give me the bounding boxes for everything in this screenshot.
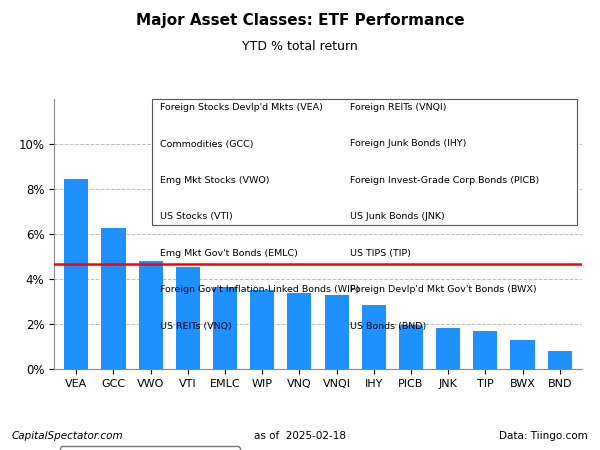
Text: US Stocks (VTI): US Stocks (VTI) (160, 212, 232, 221)
Text: Foreign Invest-Grade Corp Bonds (PICB): Foreign Invest-Grade Corp Bonds (PICB) (350, 176, 539, 185)
Bar (250, 290, 274, 369)
Bar (287, 293, 311, 369)
FancyBboxPatch shape (152, 99, 577, 225)
Text: Foreign Devlp'd Mkt Gov't Bonds (BWX): Foreign Devlp'd Mkt Gov't Bonds (BWX) (350, 285, 536, 294)
Bar (213, 287, 237, 369)
Bar (325, 295, 349, 369)
Text: Foreign Junk Bonds (IHY): Foreign Junk Bonds (IHY) (350, 140, 466, 148)
Text: US Junk Bonds (JNK): US Junk Bonds (JNK) (350, 212, 445, 221)
Text: US Bonds (BND): US Bonds (BND) (350, 322, 426, 331)
Text: Major Asset Classes: ETF Performance: Major Asset Classes: ETF Performance (136, 14, 464, 28)
Text: Emg Mkt Stocks (VWO): Emg Mkt Stocks (VWO) (160, 176, 269, 185)
Text: Emg Mkt Gov't Bonds (EMLC): Emg Mkt Gov't Bonds (EMLC) (160, 249, 298, 258)
Bar (101, 229, 125, 369)
Bar (64, 179, 88, 369)
Bar (399, 325, 423, 369)
Text: Foreign Gov't Inflation-Linked Bonds (WIP): Foreign Gov't Inflation-Linked Bonds (WI… (160, 285, 359, 294)
Text: Foreign Stocks Devlp'd Mkts (VEA): Foreign Stocks Devlp'd Mkts (VEA) (160, 103, 322, 112)
Text: US TIPS (TIP): US TIPS (TIP) (350, 249, 410, 258)
Bar (176, 266, 200, 369)
Bar (139, 261, 163, 369)
Text: Foreign REITs (VNQI): Foreign REITs (VNQI) (350, 103, 446, 112)
Bar (548, 351, 572, 369)
Bar (511, 340, 535, 369)
Text: CapitalSpectator.com: CapitalSpectator.com (12, 431, 124, 441)
Text: YTD % total return: YTD % total return (242, 40, 358, 54)
Text: as of  2025-02-18: as of 2025-02-18 (254, 431, 346, 441)
Bar (362, 305, 386, 369)
Text: Commodities (GCC): Commodities (GCC) (160, 140, 253, 148)
Text: Data: Tiingo.com: Data: Tiingo.com (499, 431, 588, 441)
Bar (473, 331, 497, 369)
Legend: Global Market Index (GMI): Global Market Index (GMI) (59, 446, 239, 450)
Text: US REITs (VNQ): US REITs (VNQ) (160, 322, 232, 331)
Bar (436, 328, 460, 369)
